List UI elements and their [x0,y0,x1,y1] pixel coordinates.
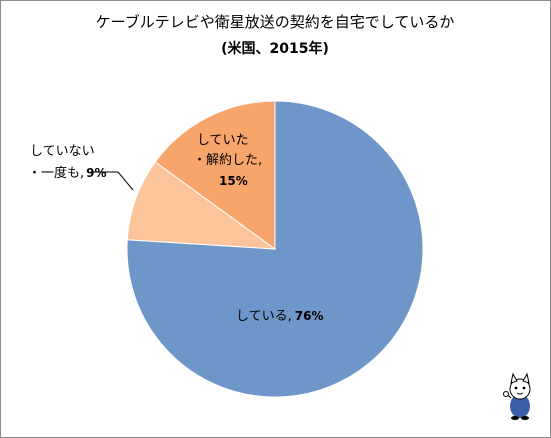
leader-line [117,171,134,191]
data-label-cancel-line1: していた [197,133,249,148]
data-label-cancel-value: 15% [219,174,248,188]
data-label-cancel-line2: ・解約した, [193,153,262,168]
data-label-never-line1: していない [30,144,95,159]
slice-never [126,161,277,250]
data-label-shiteiru: している, 76% [236,309,323,324]
chart-title: ケーブルテレビや衛星放送の契約を自宅でしているか [96,13,455,31]
slice-cancelled [154,100,276,250]
chart-subtitle: (米国、2015年) [221,40,329,57]
cat-mascot-icon [503,372,531,420]
data-label-never-line2: ・一度も, 9% [28,165,107,181]
pie-slices [126,100,424,398]
